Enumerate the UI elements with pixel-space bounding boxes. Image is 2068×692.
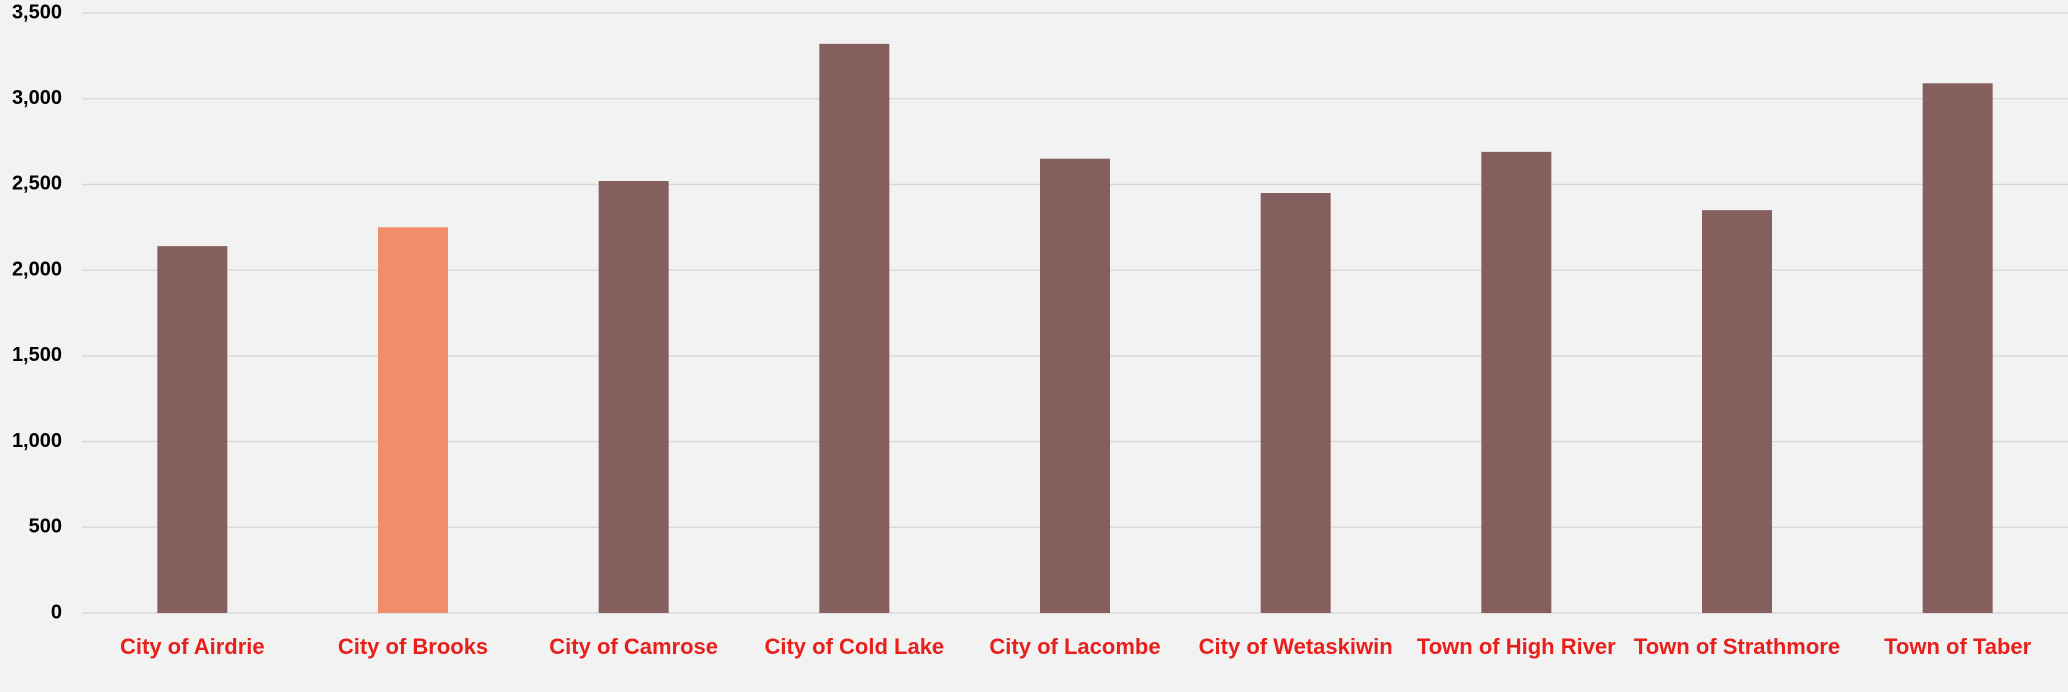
y-tick-label: 3,500 bbox=[12, 1, 62, 23]
bar bbox=[1922, 83, 1993, 614]
bar bbox=[1260, 193, 1331, 613]
bar bbox=[1481, 151, 1552, 613]
y-tick-label: 3,000 bbox=[12, 87, 62, 109]
x-tick-label: City of Lacombe bbox=[989, 634, 1160, 659]
x-tick-label: Town of High River bbox=[1417, 634, 1616, 659]
x-tick-label: City of Cold Lake bbox=[764, 634, 944, 659]
x-tick-label: City of Airdrie bbox=[120, 634, 265, 659]
y-tick-label: 0 bbox=[51, 601, 62, 623]
bar bbox=[598, 181, 669, 613]
y-tick-label: 2,500 bbox=[12, 173, 62, 195]
bar bbox=[378, 227, 448, 614]
bar bbox=[1040, 158, 1110, 613]
y-tick-label: 2,000 bbox=[12, 258, 62, 280]
y-tick-label: 500 bbox=[29, 516, 62, 538]
bar bbox=[157, 246, 228, 613]
y-tick-label: 1,000 bbox=[12, 430, 62, 452]
x-tick-label: City of Camrose bbox=[549, 634, 718, 659]
x-tick-label: Town of Strathmore bbox=[1634, 634, 1840, 659]
x-tick-label: City of Brooks bbox=[338, 634, 488, 659]
y-tick-label: 1,500 bbox=[12, 344, 62, 366]
bar bbox=[819, 43, 890, 614]
x-tick-label: Town of Taber bbox=[1884, 634, 2031, 659]
bar bbox=[1702, 210, 1772, 613]
x-tick-label: City of Wetaskiwin bbox=[1199, 634, 1393, 659]
